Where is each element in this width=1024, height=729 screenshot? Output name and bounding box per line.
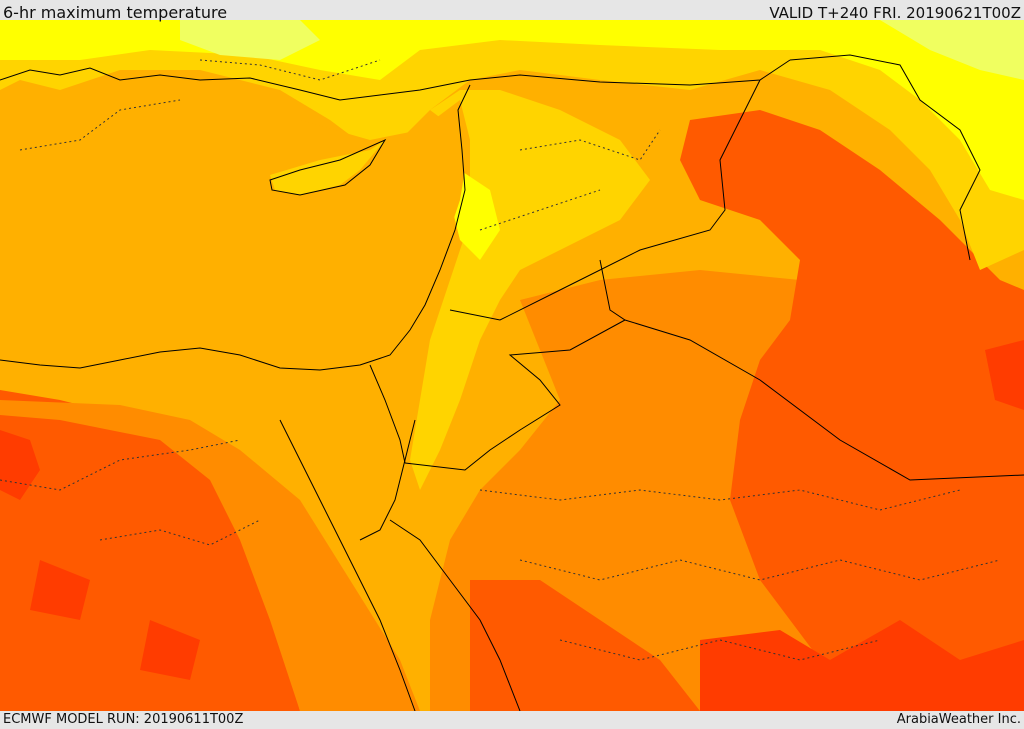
zone-dark-orange-southwest-arabia <box>470 580 700 711</box>
footer-bar <box>0 711 1024 729</box>
valid-time: VALID T+240 FRI. 20190621T00Z <box>769 4 1021 22</box>
zone-red-kuwait <box>985 340 1024 410</box>
map-title: 6-hr maximum temperature <box>3 3 228 22</box>
zone-orange-egypt <box>0 400 420 711</box>
zone-pale-yellow-anatolia <box>180 20 1024 80</box>
credit-label: ArabiaWeather Inc. <box>896 712 1021 727</box>
zone-warm-yellow-north <box>0 20 1024 270</box>
temperature-map <box>0 20 1024 711</box>
model-run-label: ECMWF MODEL RUN: 20190611T00Z <box>3 712 244 727</box>
zone-dark-orange-iraq <box>680 110 1024 711</box>
zone-yellow-lebanon <box>450 170 500 260</box>
province-lines <box>0 59 1001 661</box>
header-bar <box>0 0 1024 20</box>
cyprus-land <box>270 140 385 195</box>
coastlines <box>0 67 521 711</box>
zone-red-southeast <box>700 620 1024 711</box>
zone-red-southwest-spots <box>0 430 200 680</box>
borders <box>369 54 1024 481</box>
zone-dark-orange-southwest <box>0 390 300 711</box>
